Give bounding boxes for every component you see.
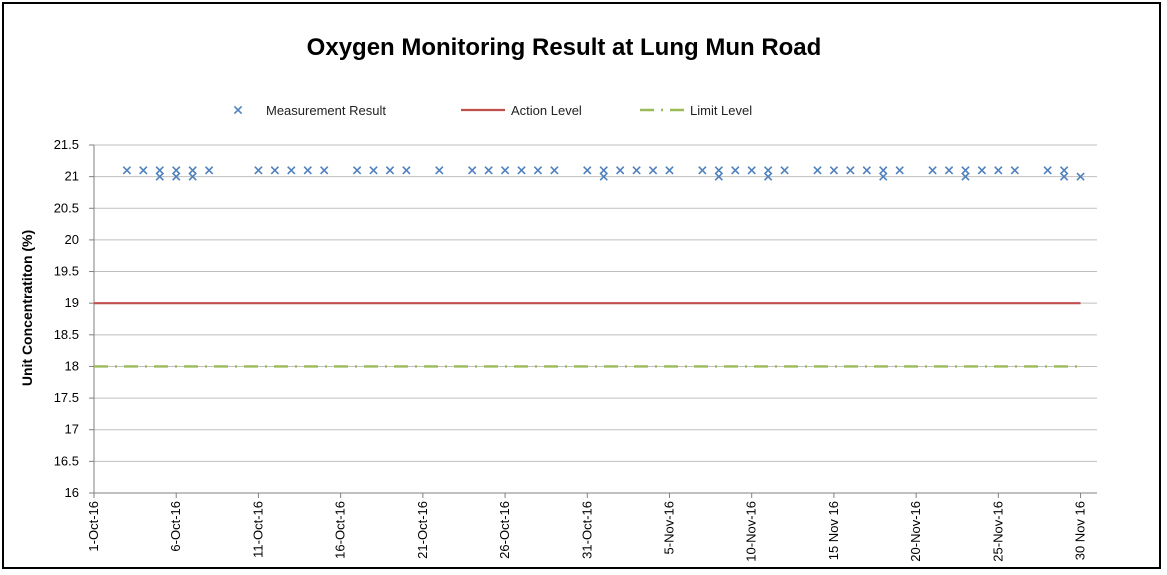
measurement-point (961, 172, 970, 181)
measurement-point (385, 166, 395, 175)
gridlines (94, 144, 1097, 494)
x-tick-label: 15 Nov 16 (826, 501, 841, 560)
chart-title: Oxygen Monitoring Result at Lung Mun Roa… (307, 34, 822, 61)
x-tick-label: 31-Oct-16 (579, 501, 594, 559)
x-tick-label: 20-Nov-16 (908, 501, 923, 562)
measurement-point (402, 166, 411, 175)
measurement-point (615, 166, 625, 175)
measurement-point (846, 166, 855, 175)
x-tick-label: 21-Oct-16 (415, 501, 430, 559)
measurement-point (517, 166, 526, 175)
measurement-point (1010, 166, 1019, 175)
measurement-point (533, 166, 543, 175)
measurement-point (155, 172, 164, 181)
measurement-point (944, 166, 954, 175)
measurement-point (1043, 166, 1052, 175)
x-tick-label: 25-Nov-16 (990, 501, 1005, 562)
measurement-point (879, 172, 888, 181)
y-tick-label: 20.5 (54, 200, 79, 215)
measurement-point (500, 166, 510, 175)
measurement-point (763, 172, 773, 181)
measurement-point (188, 172, 197, 181)
measurement-point (961, 166, 970, 175)
legend-label-measurement-result: Measurement Result (266, 103, 386, 118)
measurement-point (188, 166, 197, 175)
measurement-point (550, 166, 559, 175)
y-tick-label: 20 (65, 232, 79, 247)
y-tick-label: 18.5 (54, 327, 79, 342)
legend-label-action-level: Action Level (511, 103, 582, 118)
measurement-point (320, 166, 329, 175)
series-lines (94, 302, 1081, 368)
x-tick-label: 30 Nov 16 (1073, 501, 1088, 560)
measurement-point (435, 166, 444, 175)
y-axis-label: Unit Concentratiton (%) (19, 230, 35, 386)
x-tick-label: 16-Oct-16 (333, 501, 348, 559)
x-tick-label: 1-Oct-16 (86, 501, 101, 552)
y-tick-label: 16 (65, 485, 79, 500)
x-tick-label: 26-Oct-16 (497, 501, 512, 559)
measurement-point (928, 166, 937, 175)
measurement-point (747, 166, 756, 175)
x-tick-labels: 1-Oct-16 6-Oct-16 11-Oct-16 16-Oct-16 21-Oct… (86, 501, 1088, 562)
y-tick-label: 16.5 (54, 453, 79, 468)
measurement-point (665, 166, 674, 175)
y-tick-labels: 16 16.5 17 17.5 18 18.5 19 19.5 20 20.5 21 21.5 (54, 137, 79, 500)
measurement-point (780, 166, 789, 175)
y-tick-label: 17 (65, 422, 79, 437)
legend-label-limit-level: Limit Level (690, 103, 752, 118)
y-tick-label: 19.5 (54, 264, 79, 279)
measurement-markers (122, 166, 1085, 181)
measurement-point (468, 166, 477, 175)
measurement-point (994, 166, 1003, 175)
x-tick-label: 6-Oct-16 (168, 501, 183, 552)
measurement-point (813, 166, 822, 175)
measurement-point (172, 172, 181, 181)
measurement-point (270, 166, 280, 175)
measurement-point (599, 172, 608, 181)
legend: Measurement Result Action Level Limit Leve… (233, 103, 752, 118)
y-tick-label: 21.5 (54, 137, 79, 152)
measurement-point (698, 166, 707, 175)
measurement-point (204, 166, 214, 175)
measurement-point (1059, 172, 1069, 181)
measurement-point (648, 166, 658, 175)
measurement-point (632, 166, 641, 175)
measurement-point (172, 166, 181, 175)
x-tick-label: 10-Nov-16 (744, 501, 759, 562)
y-tick-label: 18 (65, 358, 79, 373)
measurement-point (369, 166, 378, 175)
measurement-point (977, 166, 987, 175)
measurement-point (714, 166, 723, 175)
measurement-point (829, 166, 839, 175)
measurement-point (879, 166, 888, 175)
measurement-point (139, 166, 148, 175)
measurement-point (583, 166, 592, 175)
measurement-point (484, 166, 493, 175)
measurement-point (862, 166, 871, 175)
measurement-point (763, 166, 773, 175)
measurement-point (1076, 172, 1085, 181)
measurement-point (287, 166, 296, 175)
measurement-point (1059, 166, 1069, 175)
chart-frame (2, 2, 1161, 569)
measurement-point (714, 172, 723, 181)
x-tick-label: 5-Nov-16 (661, 501, 676, 554)
measurement-point (155, 166, 164, 175)
measurement-point (303, 166, 312, 175)
legend-marker-measurement-result (233, 105, 243, 115)
y-tick-label: 21 (65, 169, 79, 184)
measurement-point (122, 166, 132, 175)
measurement-point (731, 166, 740, 175)
measurement-point (895, 166, 904, 175)
measurement-point (254, 166, 263, 175)
y-tick-label: 17.5 (54, 390, 79, 405)
measurement-point (352, 166, 362, 175)
x-tick-label: 11-Oct-16 (250, 501, 265, 558)
axes (89, 144, 1097, 498)
measurement-point (599, 166, 608, 175)
y-tick-label: 19 (65, 295, 79, 310)
